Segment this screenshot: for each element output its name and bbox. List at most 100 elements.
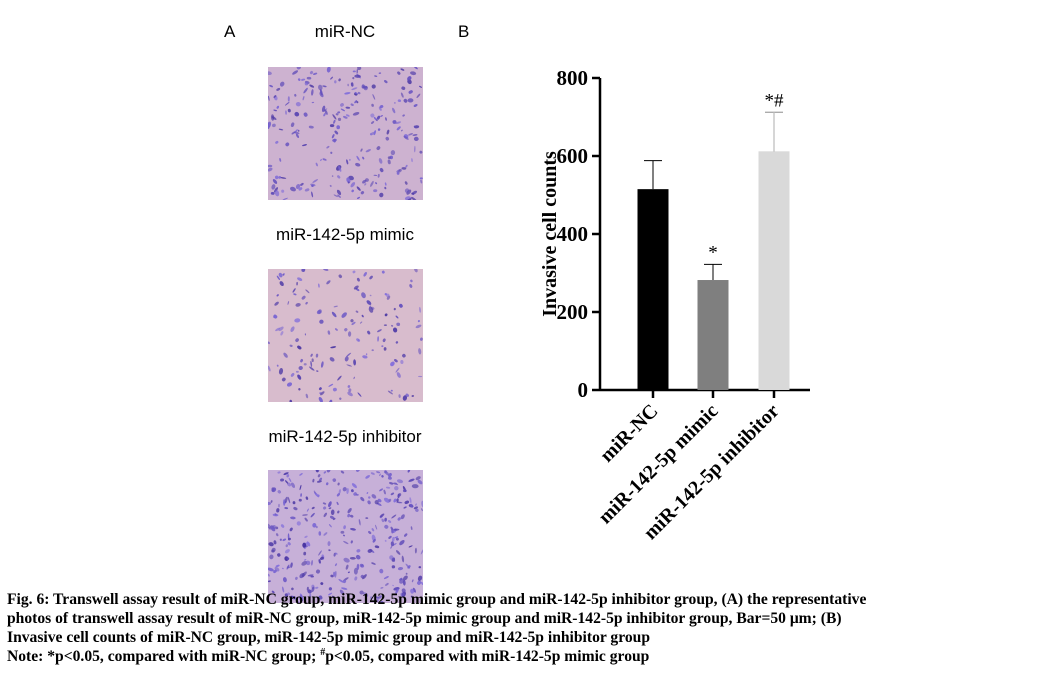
stained-cell	[399, 539, 405, 546]
stained-cell	[326, 145, 330, 149]
stained-cell	[392, 107, 396, 114]
stained-cell	[274, 513, 277, 516]
stained-cell	[287, 108, 291, 113]
stained-cell	[371, 494, 377, 499]
stained-cell	[291, 587, 294, 591]
stained-cell	[334, 328, 338, 331]
stained-cell	[290, 516, 296, 520]
y-tick-label: 400	[557, 222, 589, 246]
stained-cell	[333, 552, 336, 557]
stained-cell	[411, 394, 415, 398]
stained-cell	[373, 174, 378, 177]
stained-cell	[365, 353, 368, 356]
stained-cell	[405, 572, 408, 575]
stained-cell	[379, 168, 384, 173]
stained-cell	[280, 524, 285, 528]
stained-cell	[306, 508, 309, 512]
stained-cell	[311, 89, 314, 96]
significance-mark: *#	[765, 90, 785, 111]
stained-cell	[323, 471, 327, 474]
stained-cell	[280, 478, 285, 482]
stained-cell	[302, 514, 308, 516]
stained-cell	[279, 81, 285, 87]
stained-cell	[324, 109, 328, 115]
stained-cell	[270, 500, 273, 503]
stained-cell	[274, 190, 280, 197]
stained-cell	[289, 344, 293, 347]
stained-cell	[398, 168, 402, 173]
stained-cell	[297, 277, 303, 282]
stained-cell	[319, 556, 324, 560]
stained-cell	[350, 319, 354, 323]
stained-cell	[273, 569, 277, 574]
stained-cell	[332, 571, 336, 577]
stained-cell	[367, 330, 371, 335]
stained-cell	[318, 477, 323, 482]
stained-cell	[329, 399, 333, 402]
stained-cell	[383, 489, 386, 495]
stained-cell	[342, 579, 347, 584]
stained-cell	[298, 388, 301, 391]
stained-cell	[292, 288, 296, 293]
stained-cell	[400, 592, 405, 598]
stained-cell	[372, 538, 376, 543]
stained-cell	[311, 560, 313, 566]
stained-cell	[394, 359, 398, 363]
stained-cell	[390, 541, 395, 547]
stained-cell	[404, 181, 408, 185]
stained-cell	[312, 179, 319, 183]
stained-cell	[274, 175, 279, 180]
stained-cell	[420, 179, 423, 184]
stained-cell	[410, 526, 413, 530]
stained-cell	[390, 528, 394, 534]
stained-cell	[384, 80, 388, 84]
stained-cell	[318, 595, 323, 600]
stained-cell	[408, 133, 413, 136]
stained-cell	[275, 140, 279, 144]
panel-a-label: A	[224, 22, 236, 41]
stained-cell	[329, 515, 335, 520]
stained-cell	[326, 67, 331, 73]
stained-cell	[290, 482, 296, 488]
stained-cell	[376, 115, 381, 120]
stained-cell	[270, 191, 275, 195]
stained-cell	[394, 486, 399, 491]
stained-cell	[290, 372, 295, 377]
stained-cell	[332, 478, 337, 482]
stained-cell	[356, 549, 361, 553]
stained-cell	[330, 346, 337, 349]
stained-cell	[281, 567, 284, 570]
stained-cell	[334, 552, 338, 555]
stained-cell	[402, 353, 406, 358]
stained-cell	[328, 549, 331, 552]
stained-cell	[399, 578, 405, 584]
stained-cell	[275, 564, 280, 568]
stained-cell	[302, 144, 307, 147]
stained-cell	[273, 187, 279, 193]
stained-cell	[347, 385, 351, 388]
stained-cell	[415, 476, 421, 481]
stained-cell	[357, 67, 362, 71]
stained-cell	[351, 321, 356, 326]
stained-cell	[356, 155, 360, 161]
stained-cell	[397, 71, 401, 75]
stained-cell	[332, 114, 337, 120]
stained-cell	[377, 128, 381, 131]
stained-cell	[276, 105, 280, 109]
stained-cell	[318, 387, 322, 391]
stained-cell	[273, 109, 278, 112]
stained-cell	[402, 395, 408, 401]
stained-cell	[277, 490, 281, 494]
stained-cell	[339, 397, 342, 400]
stained-cell	[368, 530, 372, 535]
stained-cell	[373, 189, 378, 193]
stained-cell	[361, 314, 364, 318]
stained-cell	[331, 175, 334, 177]
stained-cell	[390, 150, 396, 156]
stained-cell	[377, 336, 380, 342]
stained-cell	[417, 320, 420, 323]
stained-cell	[303, 112, 308, 117]
stained-cell	[268, 167, 273, 172]
stained-cell	[292, 501, 296, 505]
stained-cell	[279, 177, 287, 179]
